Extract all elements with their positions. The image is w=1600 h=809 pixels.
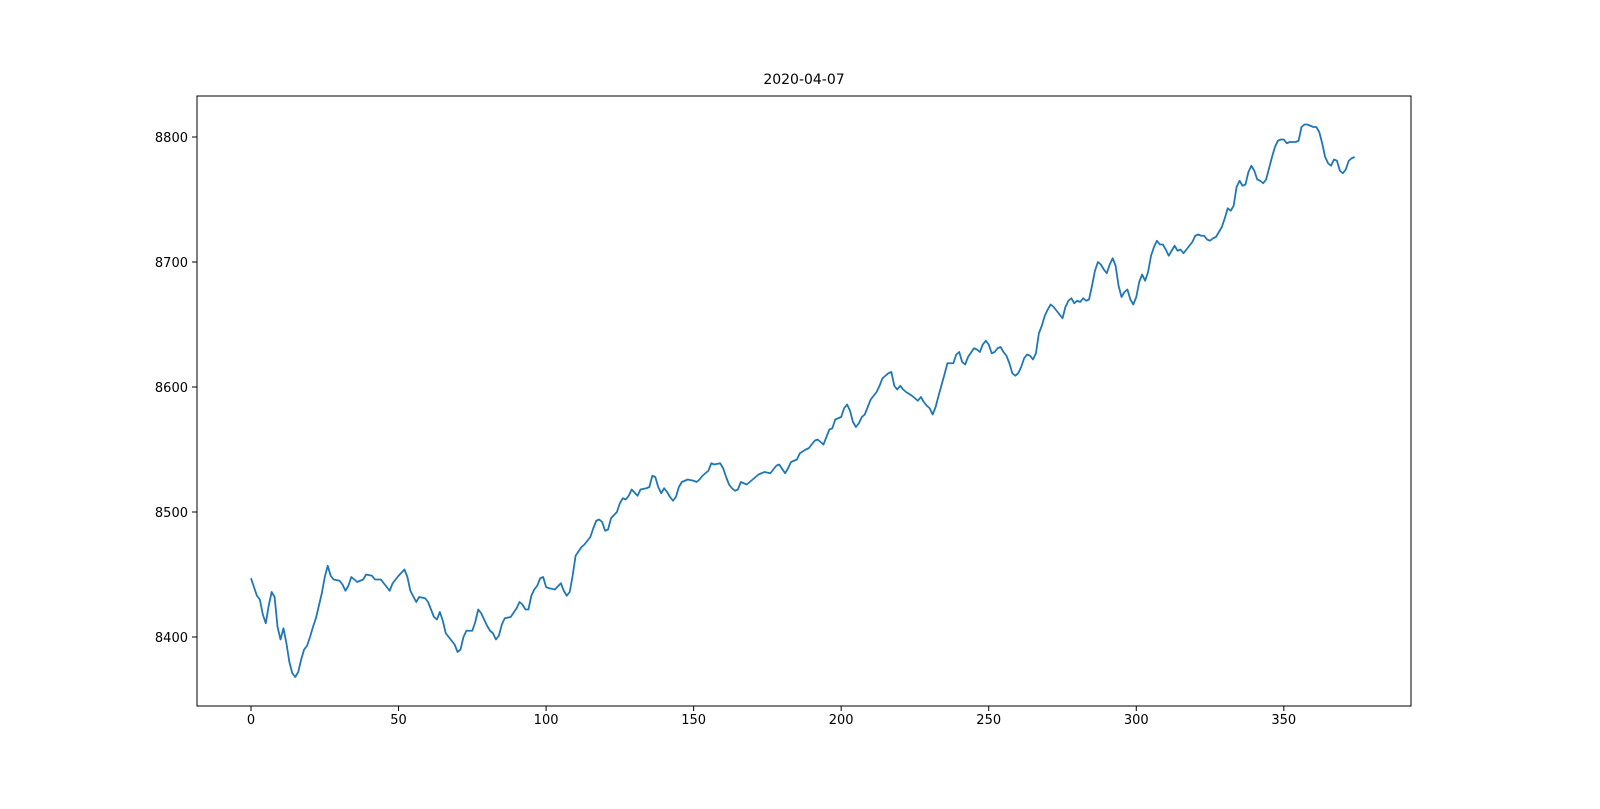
x-tick-label: 300 [1124,713,1149,728]
y-tick-label: 8800 [155,131,188,146]
plot-frame [196,95,1412,707]
x-tick-label: 0 [247,713,255,728]
line-series [250,123,1355,678]
x-tick-label: 350 [1271,713,1296,728]
y-tick-label: 8400 [155,631,188,646]
x-tick-label: 50 [390,713,407,728]
x-tick-label: 200 [829,713,854,728]
x-tick-label: 100 [534,713,559,728]
y-tick-label: 8700 [155,256,188,271]
x-tick-label: 250 [976,713,1001,728]
x-tick-label: 150 [681,713,706,728]
chart-title: 2020-04-07 [763,72,844,88]
y-tick-label: 8500 [155,506,188,521]
y-tick-label: 8600 [155,381,188,396]
